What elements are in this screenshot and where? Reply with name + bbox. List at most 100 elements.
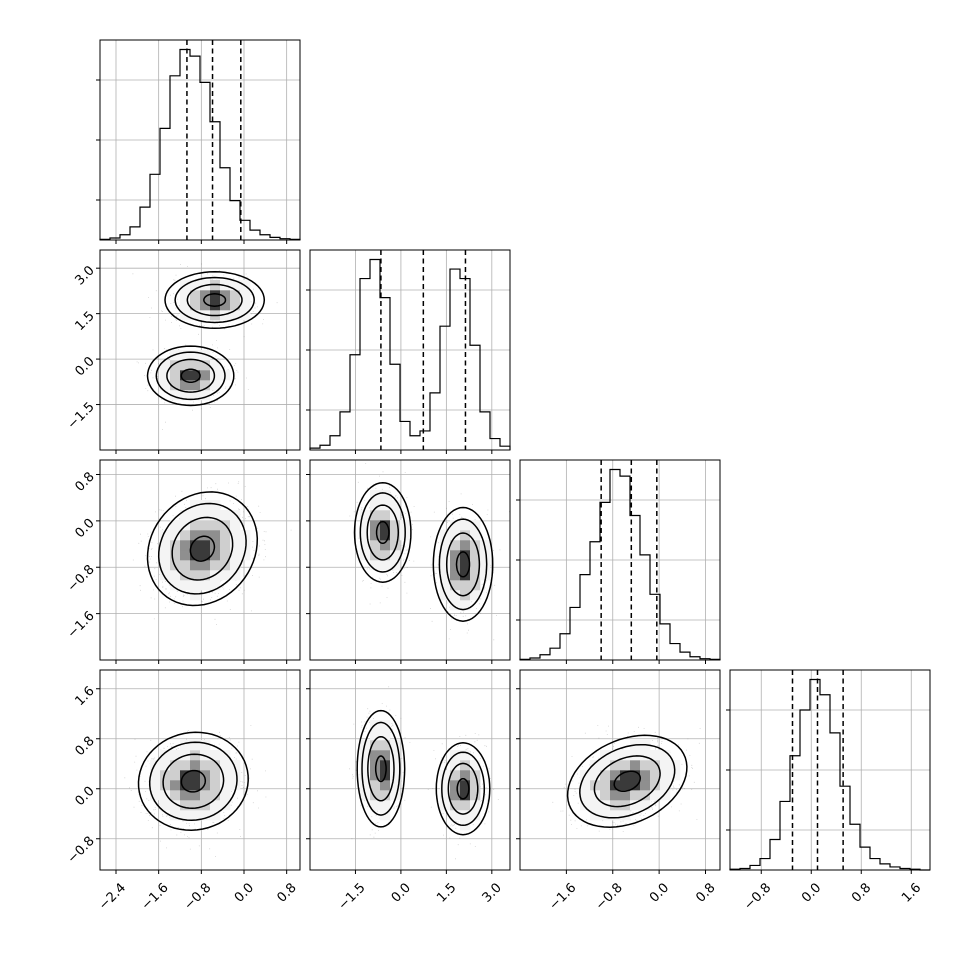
density-cell xyxy=(480,570,491,581)
density-cell xyxy=(210,360,221,371)
histogram-panel-2 xyxy=(306,249,511,451)
density-cell xyxy=(380,540,391,551)
density-cell xyxy=(220,790,231,801)
density-cell xyxy=(200,510,211,521)
density-cell xyxy=(190,770,201,781)
density-cell xyxy=(380,490,391,501)
contour-line xyxy=(146,491,259,607)
density-cell xyxy=(230,280,241,291)
density-cell xyxy=(390,790,401,801)
density-cell xyxy=(190,380,201,391)
density-cell xyxy=(360,780,371,791)
density-cell xyxy=(630,790,641,801)
contour-line xyxy=(613,770,642,793)
contour-line xyxy=(155,351,226,401)
density-cell xyxy=(190,560,201,571)
x-tick-label: −1.6 xyxy=(139,880,172,913)
y-tick-label: 3.0 xyxy=(72,263,97,288)
density-cell xyxy=(180,770,191,781)
density-cell xyxy=(610,790,621,801)
density-cell xyxy=(370,500,381,511)
contour-line xyxy=(593,755,661,808)
density-cell xyxy=(200,790,211,801)
density-cell xyxy=(470,540,481,551)
density-cell xyxy=(390,540,401,551)
density-cell xyxy=(640,770,651,781)
density-cell xyxy=(470,560,481,571)
histogram-steps xyxy=(729,678,930,871)
contour-line xyxy=(579,743,676,819)
panel-frame xyxy=(309,669,511,871)
density-cell xyxy=(200,560,211,571)
density-cell xyxy=(580,780,591,791)
contour-line xyxy=(566,734,688,828)
density-cell xyxy=(480,560,491,571)
density-cell xyxy=(620,760,631,771)
contour-line xyxy=(435,742,491,836)
density-cell xyxy=(200,760,211,771)
density-cell xyxy=(200,290,211,301)
density-cell xyxy=(170,780,181,791)
density-cell xyxy=(180,370,191,381)
density-cell xyxy=(450,590,461,601)
density-cell xyxy=(190,590,201,601)
density-cell xyxy=(210,530,221,541)
density-cell xyxy=(180,790,191,801)
density-cell xyxy=(470,590,481,601)
density-cell xyxy=(160,380,171,391)
density-cell xyxy=(160,790,171,801)
density-cell xyxy=(170,390,181,401)
density-cell xyxy=(640,760,651,771)
density-cell xyxy=(380,520,391,531)
density-cell xyxy=(190,530,201,541)
density-cell xyxy=(390,750,401,761)
x-tick-label: 3.0 xyxy=(480,880,505,905)
density-cell xyxy=(210,750,221,761)
density-cell xyxy=(480,550,491,561)
density-cell xyxy=(460,530,471,541)
density-cell xyxy=(370,770,381,781)
density-cell xyxy=(160,570,171,581)
x-tick-label: 0.0 xyxy=(799,880,824,905)
density-cell xyxy=(390,780,401,791)
density-cell xyxy=(610,780,621,791)
density-cell xyxy=(380,810,391,821)
density-cell xyxy=(450,530,461,541)
density-cell xyxy=(620,810,631,821)
density-cell xyxy=(190,540,201,551)
y-tick-label: 0.8 xyxy=(72,734,97,759)
scatter-panel-2-3 xyxy=(309,459,511,661)
density-cell xyxy=(370,750,381,761)
contour-line xyxy=(166,358,216,393)
density-cell xyxy=(440,550,451,561)
density-cell xyxy=(240,300,251,311)
density-cell xyxy=(370,800,381,811)
density-cell xyxy=(200,770,211,781)
density-cell xyxy=(360,750,371,761)
density-cell xyxy=(230,530,241,541)
density-cell xyxy=(210,380,221,391)
density-cell xyxy=(150,780,161,791)
density-cell xyxy=(600,780,611,791)
density-cell xyxy=(470,550,481,561)
density-cell xyxy=(440,770,451,781)
histogram-steps xyxy=(99,48,301,240)
density-cell xyxy=(160,540,171,551)
density-cell xyxy=(440,540,451,551)
scatter-panel-3-4 xyxy=(519,669,721,871)
contour-line xyxy=(157,502,247,595)
density-cell xyxy=(610,810,621,821)
contour-line xyxy=(441,751,486,827)
density-cell xyxy=(150,790,161,801)
contour-line xyxy=(164,271,266,329)
density-cell xyxy=(180,550,191,561)
y-tick-label: 1.5 xyxy=(72,309,97,334)
density-cell xyxy=(240,290,251,301)
density-cell xyxy=(210,540,221,551)
density-cell xyxy=(160,770,171,781)
histogram-panel-1 xyxy=(96,39,301,241)
density-cell xyxy=(450,600,461,611)
density-cell xyxy=(160,750,171,761)
density-cell xyxy=(450,520,461,531)
density-cell xyxy=(160,550,171,561)
